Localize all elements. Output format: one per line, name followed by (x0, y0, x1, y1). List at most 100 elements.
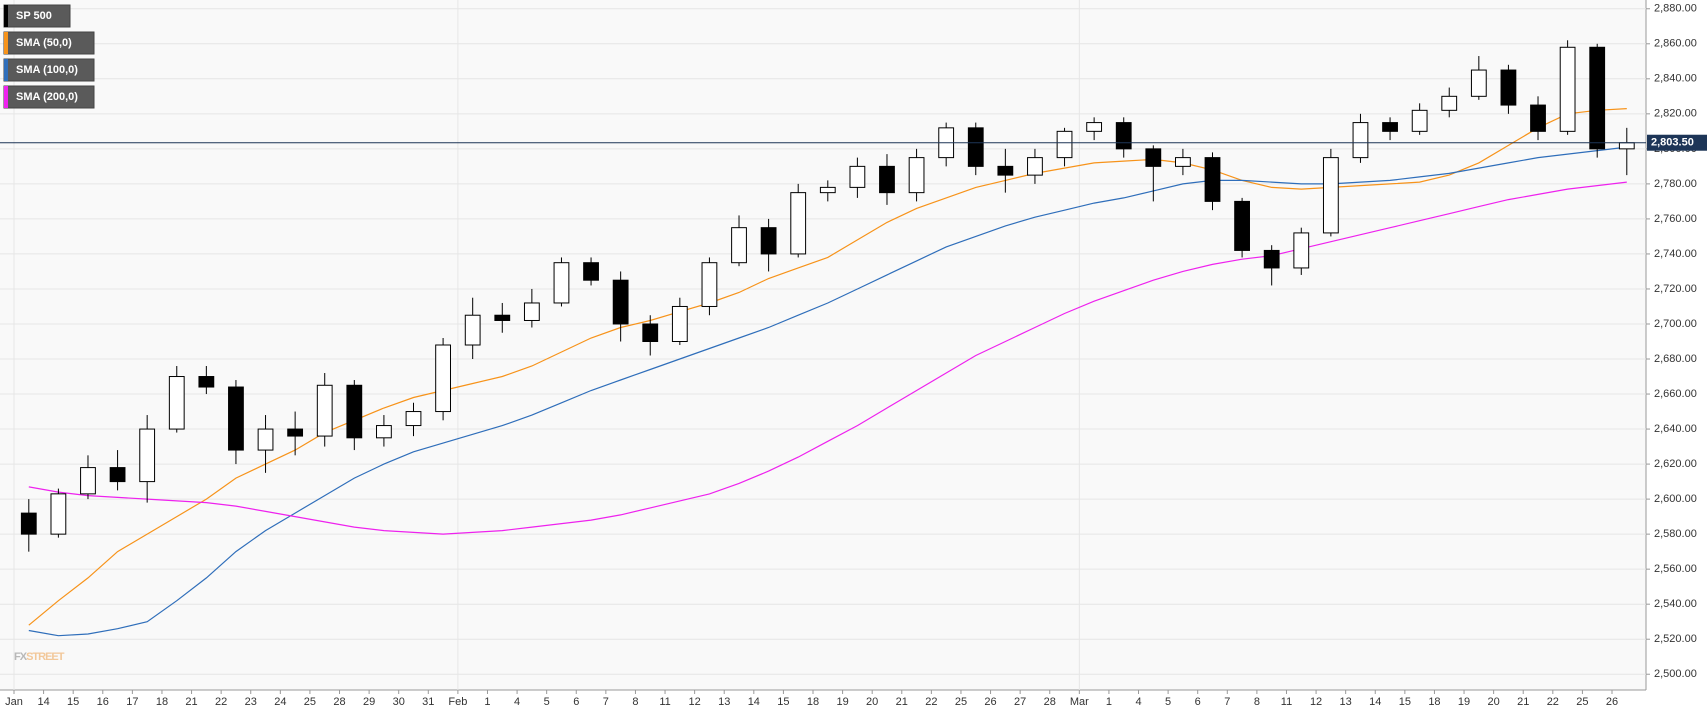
candle-body (1352, 122, 1369, 159)
candle-body (198, 376, 215, 388)
watermark: FXSTREET (14, 651, 65, 663)
x-tick-label: 25 (1576, 696, 1588, 708)
candle-body (168, 376, 185, 430)
x-tick-label: 11 (1281, 696, 1292, 708)
x-tick-label: 21 (896, 696, 908, 708)
x-tick-label: 28 (1044, 696, 1056, 708)
candle-body (139, 428, 156, 483)
candle-body (1618, 142, 1635, 150)
x-tick-label: 12 (1310, 696, 1322, 708)
candle-body (1293, 232, 1310, 269)
x-tick-label: 31 (422, 696, 434, 708)
legend-label: SMA (200,0) (16, 91, 78, 103)
y-tick-label: 2,720.00 (1654, 283, 1697, 295)
x-tick-label: 14 (1369, 696, 1381, 708)
candle-body (1234, 200, 1250, 251)
candle-body (731, 227, 747, 264)
candle-body (464, 314, 481, 346)
legend-label: SMA (100,0) (16, 64, 78, 76)
y-tick-label: 2,760.00 (1654, 213, 1697, 225)
candle-body (553, 262, 570, 304)
candle-body (1441, 95, 1458, 111)
candle-body (671, 305, 688, 342)
candle-body (523, 302, 540, 321)
x-tick-label: 16 (97, 696, 109, 708)
x-tick-label: 11 (659, 696, 670, 708)
x-tick-label: 19 (1458, 696, 1470, 708)
candle-body (1086, 122, 1103, 132)
candle-body (583, 262, 599, 281)
x-tick-label: 7 (1224, 696, 1230, 708)
x-tick-label: 21 (1517, 696, 1529, 708)
y-tick-label: 2,840.00 (1654, 73, 1697, 85)
y-tick-label: 2,620.00 (1654, 458, 1697, 470)
y-tick-label: 2,560.00 (1654, 563, 1697, 575)
candle-body (760, 227, 777, 255)
candle-body (1411, 109, 1428, 132)
y-tick-label: 2,820.00 (1654, 108, 1697, 120)
candle-body (908, 157, 925, 194)
plot-background (0, 0, 1646, 690)
x-tick-label: 23 (245, 696, 257, 708)
x-tick-label: 25 (955, 696, 967, 708)
y-tick-label: 2,580.00 (1654, 528, 1697, 540)
legend-swatch (4, 5, 8, 27)
last-price-box (1647, 134, 1707, 151)
candle-body (50, 493, 67, 535)
candle-body (109, 467, 126, 483)
y-tick-label: 2,660.00 (1654, 388, 1697, 400)
legend-label: SMA (50,0) (16, 37, 72, 49)
candle-body (1322, 157, 1339, 234)
y-tick-label: 2,740.00 (1654, 248, 1697, 260)
candle-body (1263, 249, 1280, 269)
x-tick-label: 1 (1106, 696, 1112, 708)
candle-body (1559, 46, 1576, 132)
y-tick-label: 2,600.00 (1654, 493, 1697, 505)
candle-body (435, 344, 451, 413)
x-tick-label: 30 (393, 696, 405, 708)
x-tick-label: 22 (925, 696, 937, 708)
x-tick-label: 6 (1195, 696, 1201, 708)
candle-body (1530, 104, 1546, 132)
y-tick-label: 2,860.00 (1654, 38, 1697, 50)
candle-body (1145, 148, 1162, 167)
legend-label: SP 500 (16, 10, 52, 22)
candle-body (642, 323, 659, 342)
candle-body (1056, 130, 1073, 159)
candle-body (701, 262, 718, 307)
x-tick-label: 20 (1488, 696, 1500, 708)
candle-body (790, 192, 807, 255)
candle-body (494, 314, 511, 321)
legend-swatch (4, 59, 8, 81)
x-tick-label: Jan (5, 696, 23, 708)
last-price-label: 2,803.50 (1651, 137, 1694, 149)
sma-line (28, 146, 1627, 637)
x-tick-label: 27 (1014, 696, 1026, 708)
candle-body (1115, 122, 1132, 150)
x-tick-label: 6 (573, 696, 579, 708)
y-tick-label: 2,700.00 (1654, 318, 1697, 330)
x-tick-label: 7 (603, 696, 609, 708)
candle-body (879, 165, 895, 194)
x-tick-label: 18 (1428, 696, 1440, 708)
candle-body (376, 425, 392, 439)
x-tick-label: 28 (333, 696, 345, 708)
candle-body (1027, 157, 1043, 176)
y-tick-label: 2,500.00 (1654, 668, 1697, 680)
candle-body (612, 279, 629, 325)
candle-body (287, 428, 304, 437)
legend-swatch (4, 86, 8, 108)
y-tick-label: 2,680.00 (1654, 353, 1697, 365)
candle-body (80, 467, 96, 495)
x-tick-label: 8 (1254, 696, 1260, 708)
candle-body (346, 384, 363, 439)
x-tick-label: 21 (185, 696, 197, 708)
x-tick-label: 29 (363, 696, 375, 708)
x-tick-label: 5 (1165, 696, 1171, 708)
x-tick-label: 14 (748, 696, 760, 708)
candle-body (257, 428, 274, 451)
x-tick-label: 15 (67, 696, 79, 708)
candle-body (20, 512, 37, 535)
x-tick-label: 18 (807, 696, 819, 708)
candle-body (1175, 157, 1191, 167)
